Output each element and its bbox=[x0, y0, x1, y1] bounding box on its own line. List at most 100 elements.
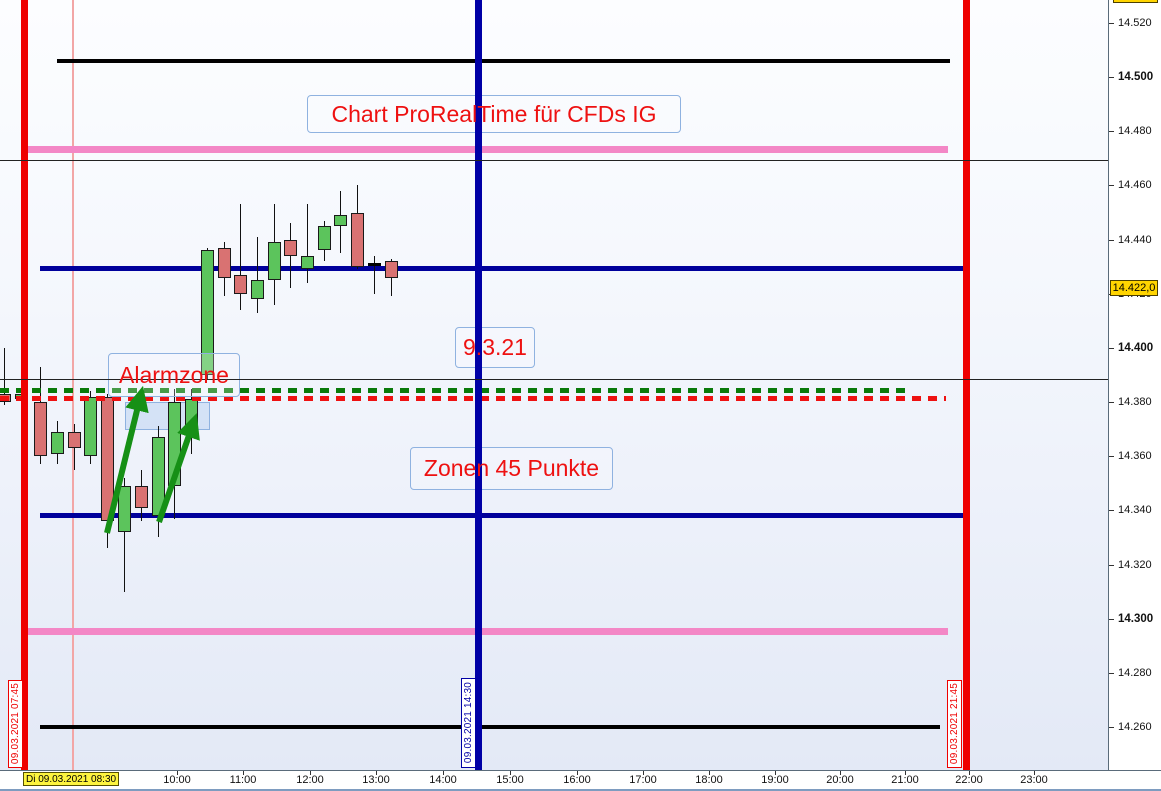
price-tick-label-14.460: 14.460 bbox=[1118, 179, 1152, 191]
candle-11:30-up bbox=[268, 242, 281, 280]
time-tick-13:00 bbox=[376, 771, 377, 775]
candle-wick-09:15 bbox=[124, 478, 125, 592]
time-tick-11:00 bbox=[243, 771, 244, 775]
time-tick-17:00 bbox=[643, 771, 644, 775]
time-tick-label-18:00: 18:00 bbox=[695, 774, 723, 786]
blue-vline-1430[interactable] bbox=[474, 0, 482, 770]
price-tick-label-14.260: 14.260 bbox=[1118, 721, 1152, 733]
candle-wick-11:00 bbox=[240, 204, 241, 310]
price-tick-label-14.380: 14.380 bbox=[1118, 396, 1152, 408]
time-tick-23:00 bbox=[1034, 771, 1035, 775]
time-tick-12:00 bbox=[310, 771, 311, 775]
price-axis[interactable]: 14.422,0 14.520 14.500 14.480 14.460 14.440 1… bbox=[1108, 0, 1161, 770]
annotation-text-date[interactable]: 9.3.21 bbox=[463, 334, 527, 360]
candle-08:30-down bbox=[68, 432, 81, 448]
price-tick-14.360 bbox=[1109, 456, 1114, 457]
price-tick-14.320 bbox=[1109, 565, 1114, 566]
price-tick-14.520 bbox=[1109, 23, 1114, 24]
price-tick-14.400 bbox=[1109, 348, 1114, 349]
level-black-top[interactable] bbox=[57, 59, 950, 63]
candle-12:30-up bbox=[334, 215, 347, 226]
trend-arrow-1[interactable] bbox=[104, 385, 149, 534]
level-thin-lower[interactable] bbox=[0, 379, 1108, 380]
price-tick-label-14.480: 14.480 bbox=[1118, 125, 1152, 137]
time-tick-21:00 bbox=[905, 771, 906, 775]
candle-09:30-down bbox=[135, 486, 148, 508]
time-tick-label-10:00: 10:00 bbox=[163, 774, 191, 786]
level-pink-bottom[interactable] bbox=[23, 628, 948, 635]
time-tick-label-14:00: 14:00 bbox=[429, 774, 457, 786]
level-black-bottom[interactable] bbox=[40, 725, 940, 729]
candle-11:45-down bbox=[284, 240, 297, 256]
time-tick-label-23:00: 23:00 bbox=[1020, 774, 1048, 786]
annotation-text-alarm[interactable]: Alarmzone bbox=[119, 361, 229, 388]
candle-wick-13:00 bbox=[374, 256, 375, 294]
candle-11:00-down bbox=[234, 275, 247, 294]
candle-08:15-up bbox=[51, 432, 64, 454]
time-tick-label-16:00: 16:00 bbox=[563, 774, 591, 786]
annotation-text-title[interactable]: Chart ProRealTime für CFDs IG bbox=[331, 100, 657, 127]
annotation-box-date[interactable] bbox=[455, 327, 535, 368]
price-tick-label-14.300: 14.300 bbox=[1118, 613, 1154, 625]
price-tick-14.500 bbox=[1109, 77, 1114, 78]
level-blue-top[interactable] bbox=[40, 266, 963, 271]
candle-10:30-up bbox=[201, 250, 214, 375]
level-blue-bottom[interactable] bbox=[40, 513, 963, 518]
trend-arrows bbox=[104, 385, 200, 534]
time-tick-label-20:00: 20:00 bbox=[826, 774, 854, 786]
time-tick-label-22:00: 22:00 bbox=[955, 774, 983, 786]
candle-12:00-up bbox=[301, 256, 314, 269]
time-tick-label-17:00: 17:00 bbox=[629, 774, 657, 786]
time-axis[interactable]: Di 09.03.2021 08:30 10:00 11:00 12:00 13:00… bbox=[0, 770, 1161, 791]
price-tick-label-14.340: 14.340 bbox=[1118, 504, 1152, 516]
red-vline-0745[interactable] bbox=[20, 0, 28, 770]
price-tick-label-14.360: 14.360 bbox=[1118, 450, 1152, 462]
price-tick-label-14.440: 14.440 bbox=[1118, 234, 1152, 246]
candle-13:15-down bbox=[385, 261, 398, 278]
time-tick-14:00 bbox=[443, 771, 444, 775]
price-tick-14.480 bbox=[1109, 131, 1114, 132]
candle-wick-07:30 bbox=[4, 348, 5, 405]
time-tick-10:00 bbox=[177, 771, 178, 775]
chart-plot-area[interactable]: Chart ProRealTime für CFDs IG 9.3.21 Ala… bbox=[0, 0, 1108, 770]
price-tick-14.340 bbox=[1109, 510, 1114, 511]
annotation-text-zone[interactable]: Zonen 45 Punkte bbox=[423, 455, 600, 481]
time-tick-16:00 bbox=[577, 771, 578, 775]
price-tick-14.280 bbox=[1109, 673, 1114, 674]
trend-arrow-2[interactable] bbox=[156, 413, 200, 523]
candle-09:15-up bbox=[118, 486, 131, 532]
price-tick-14.460 bbox=[1109, 185, 1114, 186]
time-tick-19:00 bbox=[775, 771, 776, 775]
price-tick-14.260 bbox=[1109, 727, 1114, 728]
candle-10:45-down bbox=[218, 248, 231, 278]
red-vline-2145[interactable] bbox=[962, 0, 970, 770]
session-start-tag: Di 09.03.2021 08:30 bbox=[23, 772, 120, 786]
price-tag-partial-top bbox=[1113, 0, 1158, 3]
session-open-vline[interactable] bbox=[72, 0, 74, 770]
level-thin-upper[interactable] bbox=[0, 160, 1108, 161]
time-tick-20:00 bbox=[840, 771, 841, 775]
candle-wick-11:15 bbox=[257, 237, 258, 313]
alarm-dotted-green[interactable] bbox=[0, 388, 912, 393]
price-tick-label-14.520: 14.520 bbox=[1118, 17, 1152, 29]
annotation-box-title[interactable] bbox=[307, 95, 681, 133]
vtag-1430: 09.03.2021 14:30 bbox=[461, 678, 476, 768]
price-tick-label-14.280: 14.280 bbox=[1118, 667, 1152, 679]
vtag-0745: 09.03.2021 07:45 bbox=[8, 680, 23, 768]
time-tick-18:00 bbox=[709, 771, 710, 775]
price-tick-label-14.400: 14.400 bbox=[1118, 342, 1154, 354]
price-tick-label-14.500: 14.500 bbox=[1118, 71, 1154, 83]
level-pink-top[interactable] bbox=[23, 146, 948, 153]
time-tick-label-12:00: 12:00 bbox=[296, 774, 324, 786]
time-tick-22:00 bbox=[969, 771, 970, 775]
annotation-box-zone[interactable] bbox=[410, 447, 613, 490]
price-tick-14.440 bbox=[1109, 240, 1114, 241]
time-tick-label-11:00: 11:00 bbox=[229, 774, 257, 786]
alarm-dotted-red[interactable] bbox=[0, 396, 946, 401]
price-tick-label-14.320: 14.320 bbox=[1118, 559, 1152, 571]
candle-doji-13:00 bbox=[368, 263, 381, 266]
price-tick-14.380 bbox=[1109, 402, 1114, 403]
vtag-2145: 09.03.2021 21:45 bbox=[947, 680, 962, 768]
candle-wick-12:00 bbox=[307, 204, 308, 283]
